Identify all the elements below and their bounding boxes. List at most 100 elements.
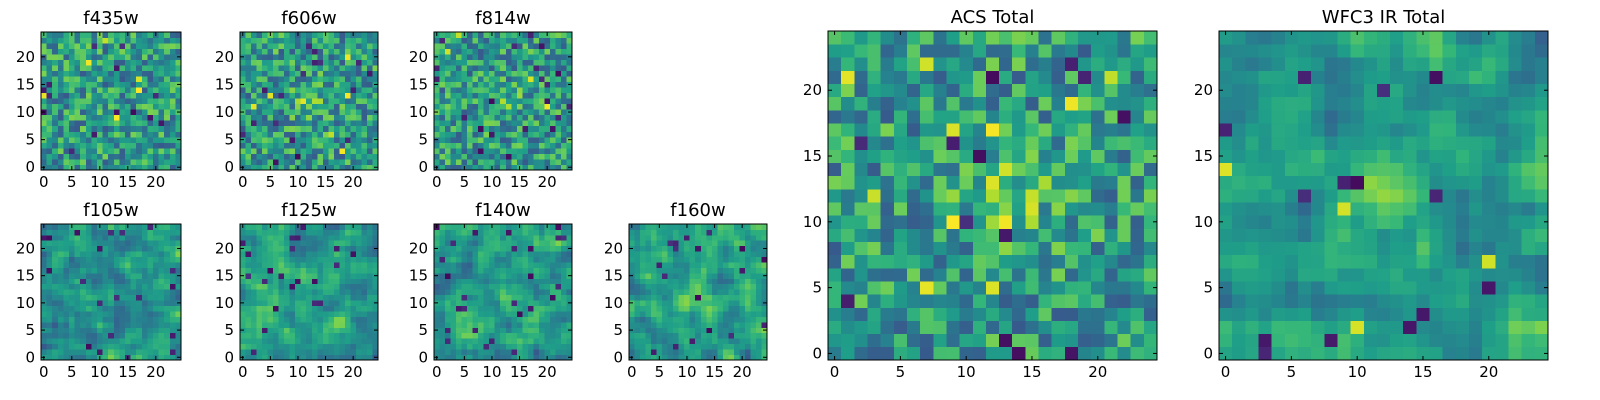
heatmap-cell (273, 224, 280, 230)
heatmap-cell (678, 338, 685, 345)
heatmap-cell (136, 32, 143, 38)
heatmap-cell (505, 125, 512, 132)
heatmap-cell (273, 92, 280, 99)
heatmap-cell (439, 164, 446, 171)
heatmap-cell (522, 311, 529, 317)
heatmap-cell (500, 283, 507, 290)
heatmap-cell (300, 338, 307, 345)
heatmap-cell (505, 65, 512, 72)
heatmap-cell (920, 281, 934, 295)
heatmap-cell (1064, 215, 1079, 229)
heatmap-cell (63, 109, 70, 116)
heatmap-cell (478, 81, 485, 88)
heatmap-cell (256, 70, 263, 77)
heatmap-cell (175, 289, 182, 296)
heatmap-cell (175, 87, 182, 94)
heatmap-cell (999, 294, 1013, 308)
heatmap-cell (262, 229, 268, 236)
heatmap-cell (46, 316, 53, 323)
heatmap-cell (959, 346, 974, 361)
heatmap-cell (278, 37, 285, 44)
heatmap-cell (483, 240, 490, 247)
heatmap-cell (366, 294, 373, 301)
heatmap-cell (527, 354, 534, 361)
heatmap-cell (41, 65, 47, 72)
panel-title: f435w (83, 8, 138, 29)
heatmap-cell (317, 267, 324, 274)
heatmap-cell (1078, 346, 1092, 361)
heatmap-cell (141, 338, 148, 345)
heatmap-cell (959, 175, 974, 190)
heatmap-cell (169, 283, 176, 290)
heatmap-cell (555, 294, 562, 301)
heatmap-cell (722, 240, 729, 247)
heatmap-cell (478, 256, 485, 263)
heatmap-cell (141, 321, 148, 328)
heatmap-cell (1038, 267, 1053, 282)
heatmap-cell (317, 131, 324, 138)
heatmap-cell (722, 251, 729, 258)
heatmap-cell (361, 103, 368, 110)
heatmap-cell (350, 272, 357, 279)
heatmap-cell (533, 278, 540, 285)
heatmap-cell (333, 283, 340, 290)
heatmap-cell (744, 332, 751, 339)
heatmap-cell (728, 278, 735, 285)
heatmap-cell (544, 43, 551, 49)
heatmap-cell (344, 131, 351, 138)
heatmap-cell (478, 229, 485, 236)
heatmap-cell (306, 98, 313, 105)
heatmap-cell (733, 332, 740, 339)
heatmap-cell (147, 278, 154, 285)
heatmap-cell (516, 305, 523, 312)
heatmap-cell (560, 294, 567, 301)
heatmap-cell (153, 272, 159, 279)
heatmap-cell (350, 240, 357, 247)
heatmap-cell (74, 142, 81, 149)
heatmap-cell (560, 272, 567, 279)
heatmap-cell (467, 256, 474, 263)
heatmap-cell (311, 65, 318, 72)
heatmap-cell (445, 120, 451, 127)
x-tick-label: 10 (482, 363, 501, 381)
heatmap-cell (538, 272, 545, 279)
heatmap-cell (566, 267, 573, 274)
heatmap-cell (350, 311, 357, 317)
heatmap-cell (527, 283, 534, 290)
heatmap-cell (999, 320, 1013, 335)
heatmap-cell (527, 147, 534, 154)
heatmap-cell (511, 87, 518, 94)
heatmap-cell (1104, 267, 1118, 282)
heatmap-cell (717, 262, 724, 268)
heatmap-cell (483, 283, 490, 290)
heatmap-cells (240, 32, 379, 171)
heatmap-cell (333, 354, 340, 361)
x-tick-label: 0 (432, 363, 442, 381)
heatmap-cell (306, 158, 313, 165)
heatmap-cell (113, 349, 120, 355)
heatmap-cell (439, 54, 446, 60)
heatmap-cell (461, 114, 468, 121)
heatmap-cell (69, 321, 75, 328)
heatmap-cell (97, 76, 103, 83)
heatmap-cell (102, 229, 109, 236)
heatmap-cell (52, 48, 59, 55)
heatmap-cell (306, 349, 313, 355)
heatmap-cell (322, 349, 329, 355)
heatmap-cell (355, 234, 362, 241)
heatmap-cell (662, 349, 669, 355)
heatmap-cell (527, 114, 534, 121)
heatmap-cell (306, 125, 313, 132)
heatmap-cell (527, 153, 534, 160)
heatmap-cell (439, 120, 446, 127)
heatmap-cell (267, 229, 274, 236)
heatmap-cell (300, 98, 307, 105)
heatmap-cell (278, 32, 285, 38)
heatmap-cell (130, 251, 137, 258)
heatmap-cell (456, 37, 462, 44)
heatmap-cell (533, 267, 540, 274)
heatmap-cell (505, 245, 512, 252)
heatmap-cell (113, 54, 120, 60)
heatmap-cell (511, 321, 518, 328)
heatmap-cell (478, 349, 485, 355)
